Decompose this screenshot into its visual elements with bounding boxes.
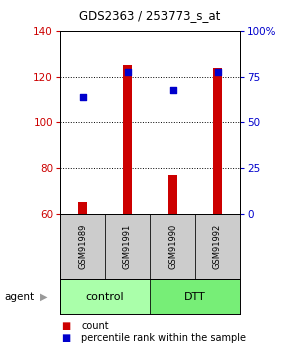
Text: ▶: ▶ <box>40 292 47 302</box>
Text: ■: ■ <box>61 333 70 343</box>
Bar <box>60 214 105 279</box>
Text: GSM91991: GSM91991 <box>123 224 132 269</box>
Text: control: control <box>86 292 124 302</box>
Bar <box>150 214 195 279</box>
Text: GSM91989: GSM91989 <box>78 224 87 269</box>
Text: ■: ■ <box>61 321 70 331</box>
Bar <box>124 65 132 214</box>
Bar <box>169 175 176 214</box>
Bar <box>105 214 150 279</box>
Text: GDS2363 / 253773_s_at: GDS2363 / 253773_s_at <box>79 9 221 22</box>
Text: GSM91990: GSM91990 <box>168 224 177 269</box>
Text: percentile rank within the sample: percentile rank within the sample <box>81 333 246 343</box>
Bar <box>79 203 87 214</box>
Text: count: count <box>81 321 109 331</box>
Bar <box>60 279 150 314</box>
Point <box>80 95 85 100</box>
Point <box>170 88 175 93</box>
Bar <box>214 68 221 214</box>
Text: DTT: DTT <box>184 292 206 302</box>
Point <box>215 69 220 75</box>
Bar <box>150 279 240 314</box>
Bar <box>195 214 240 279</box>
Point <box>125 69 130 75</box>
Text: GSM91992: GSM91992 <box>213 224 222 269</box>
Text: agent: agent <box>4 292 34 302</box>
